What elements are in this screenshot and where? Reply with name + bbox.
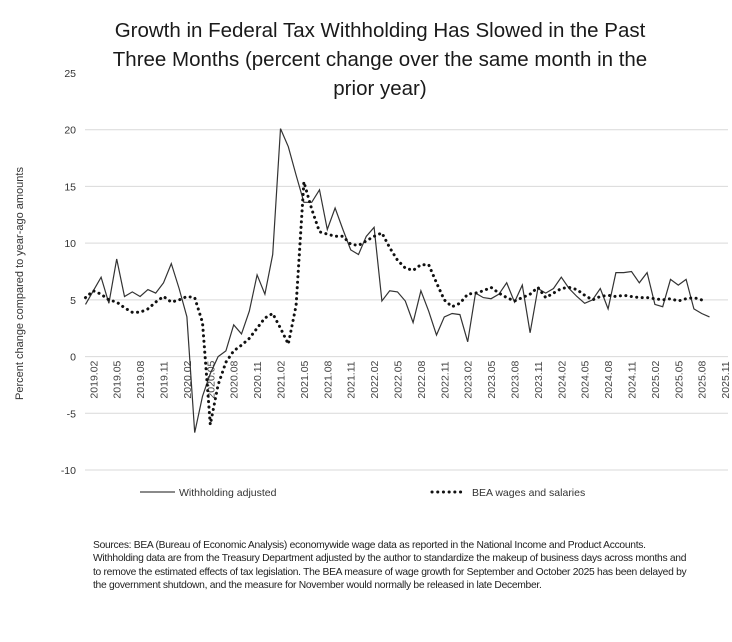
x-tick-label: 2025.05	[673, 360, 685, 398]
x-tick-label: 2024.08	[603, 360, 615, 398]
y-tick-label: 15	[64, 181, 76, 193]
x-tick-label: 2023.08	[510, 360, 522, 398]
y-tick-label: 5	[70, 295, 76, 307]
x-tick-label: 2021.05	[299, 360, 311, 398]
y-tick-label: 20	[64, 125, 76, 137]
y-axis-ticks: -10 -5 0 5 10 15 20 25	[61, 68, 76, 477]
gridlines	[85, 129, 728, 471]
source-note: Sources: BEA (Bureau of Economic Analysi…	[93, 540, 687, 592]
x-tick-label: 2022.11	[439, 361, 451, 398]
x-tick-label: 2020.11	[252, 361, 264, 398]
x-tick-label: 2019.08	[135, 360, 147, 398]
series-lines	[84, 128, 710, 433]
y-tick-label: 0	[70, 352, 76, 364]
withholding-line	[84, 128, 710, 433]
x-tick-label: 2023.11	[533, 361, 545, 398]
x-tick-label: 2019.02	[88, 360, 100, 398]
x-tick-label: 2023.05	[486, 360, 498, 398]
chart-title-line-1: Growth in Federal Tax Withholding Has Sl…	[114, 19, 646, 42]
x-tick-label: 2024.11	[627, 361, 639, 398]
legend: Withholding adjusted BEA wages and salar…	[140, 487, 585, 499]
x-tick-label: 2020.08	[229, 360, 241, 398]
x-tick-label: 2021.08	[322, 360, 334, 398]
bea-wages-line	[84, 180, 704, 427]
x-tick-label: 2022.08	[416, 360, 428, 398]
chart-title-line-3: prior year)	[333, 77, 427, 100]
x-tick-label: 2025.11	[720, 361, 732, 398]
y-tick-label: 25	[64, 68, 76, 80]
x-tick-label: 2019.05	[112, 360, 124, 398]
y-tick-label: -5	[67, 408, 76, 420]
x-tick-label: 2022.02	[369, 360, 381, 398]
x-tick-label: 2023.02	[463, 360, 475, 398]
y-axis-label: Percent change compared to year-ago amou…	[14, 167, 26, 400]
x-tick-label: 2024.05	[580, 360, 592, 398]
x-tick-label: 2025.02	[650, 360, 662, 398]
x-tick-label: 2024.02	[556, 360, 568, 398]
x-tick-label: 2025.08	[697, 360, 709, 398]
x-axis-ticks: 2019.02 2019.05 2019.08 2019.11 2020.02 2020.…	[88, 360, 732, 398]
legend-withholding-label: Withholding adjusted	[179, 487, 277, 499]
x-tick-label: 2020.05	[205, 360, 217, 398]
legend-bea-label: BEA wages and salaries	[472, 487, 585, 499]
x-tick-label: 2021.02	[276, 360, 288, 398]
x-tick-label: 2019.11	[159, 361, 171, 398]
chart-title-line-2: Three Months (percent change over the sa…	[112, 48, 648, 71]
y-tick-label: 10	[64, 238, 76, 250]
chart-title: Growth in Federal Tax Withholding Has Sl…	[60, 16, 700, 103]
x-tick-label: 2021.11	[346, 361, 358, 398]
x-tick-label: 2022.05	[393, 360, 405, 398]
y-tick-label: -10	[61, 465, 76, 477]
